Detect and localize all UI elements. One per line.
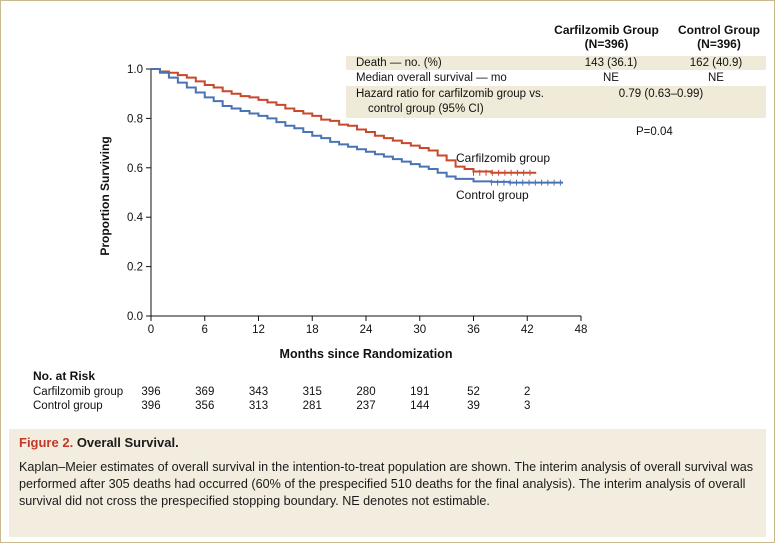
x-tick-label: 12 bbox=[252, 324, 265, 336]
at-risk-count: 52 bbox=[467, 386, 480, 398]
col-header-control: Control Group (N=396) bbox=[678, 23, 760, 51]
control-curve-label: Control group bbox=[456, 188, 529, 202]
x-tick-label: 42 bbox=[521, 324, 534, 336]
x-tick-label: 6 bbox=[202, 324, 208, 336]
figure-number: Figure 2. bbox=[19, 435, 74, 450]
row-value-median-carfilzomib: NE bbox=[603, 72, 619, 84]
at-risk-title: No. at Risk bbox=[33, 369, 96, 383]
caption-body: Kaplan–Meier estimates of overall surviv… bbox=[19, 460, 754, 508]
row-label-death: Death — no. (%) bbox=[356, 57, 442, 69]
survival-chart: 0 6 12 18 24 30 36 42 48 0.0 0.2 0.4 0.6 0.8 1.0 Mont… bbox=[98, 56, 766, 361]
x-ticks: 0 6 12 18 24 30 36 42 48 bbox=[148, 316, 588, 336]
figure-title: Overall Survival. bbox=[76, 435, 179, 450]
carfilzomib-curve-label: Carfilzomib group bbox=[456, 151, 550, 165]
y-ticks: 0.0 0.2 0.4 0.6 0.8 1.0 bbox=[127, 64, 151, 323]
x-axis-label: Months since Randomization bbox=[280, 347, 453, 361]
y-tick-label: 0.2 bbox=[127, 262, 143, 274]
x-tick-label: 0 bbox=[148, 324, 154, 336]
at-risk-count: 3 bbox=[524, 400, 531, 412]
at-risk-count: 237 bbox=[356, 400, 376, 412]
carfilzomib-curve bbox=[151, 68, 537, 174]
at-risk-count: 315 bbox=[302, 386, 322, 398]
at-risk-count: 281 bbox=[302, 400, 322, 412]
row-label-hazard-2: control group (95% CI) bbox=[368, 103, 484, 115]
at-risk-count: 280 bbox=[356, 386, 376, 398]
x-tick-label: 24 bbox=[360, 324, 373, 336]
row-value-median-control: NE bbox=[708, 72, 724, 84]
at-risk-count: 343 bbox=[248, 386, 269, 398]
y-axis-label: Proportion Surviving bbox=[98, 136, 112, 255]
at-risk-count: 39 bbox=[467, 400, 480, 412]
stats-row-bg-3 bbox=[346, 86, 766, 118]
col-header-carfilzomib: Carfilzomib Group (N=396) bbox=[554, 23, 659, 51]
at-risk-count: 313 bbox=[248, 400, 269, 412]
at-risk-row-label: Control group bbox=[33, 400, 103, 412]
y-tick-label: 0.4 bbox=[127, 212, 144, 224]
control-curve bbox=[151, 68, 564, 184]
x-tick-label: 18 bbox=[306, 324, 319, 336]
row-label-hazard: Hazard ratio for carfilzomib group vs. bbox=[356, 88, 544, 100]
at-risk-count: 396 bbox=[141, 386, 161, 398]
series-lines bbox=[151, 68, 564, 186]
y-tick-label: 1.0 bbox=[127, 64, 143, 76]
row-value-death-carfilzomib: 143 (36.1) bbox=[584, 57, 638, 69]
at-risk-count: 144 bbox=[410, 400, 430, 412]
at-risk-count: 191 bbox=[410, 386, 430, 398]
at-risk-count: 369 bbox=[195, 386, 215, 398]
y-tick-label: 0.8 bbox=[127, 113, 143, 125]
at-risk-count: 396 bbox=[141, 400, 161, 412]
row-value-death-control: 162 (40.9) bbox=[689, 57, 743, 69]
x-tick-label: 30 bbox=[413, 324, 426, 336]
x-tick-label: 48 bbox=[575, 324, 588, 336]
p-value: P=0.04 bbox=[636, 126, 673, 138]
row-value-hazard: 0.79 (0.63–0.99) bbox=[618, 88, 704, 100]
at-risk-row-label: Carfilzomib group bbox=[33, 386, 124, 398]
at-risk-count: 2 bbox=[524, 386, 531, 398]
y-tick-label: 0.0 bbox=[127, 311, 143, 323]
caption-box: Figure 2. Overall Survival. Kaplan–Meier… bbox=[9, 429, 766, 537]
y-tick-label: 0.6 bbox=[127, 163, 143, 175]
row-label-median: Median overall survival — mo bbox=[356, 72, 507, 84]
stats-row-bg-1 bbox=[346, 56, 766, 70]
caption-title: Figure 2. Overall Survival. bbox=[19, 435, 179, 450]
at-risk-count: 356 bbox=[195, 400, 215, 412]
x-tick-label: 36 bbox=[467, 324, 480, 336]
